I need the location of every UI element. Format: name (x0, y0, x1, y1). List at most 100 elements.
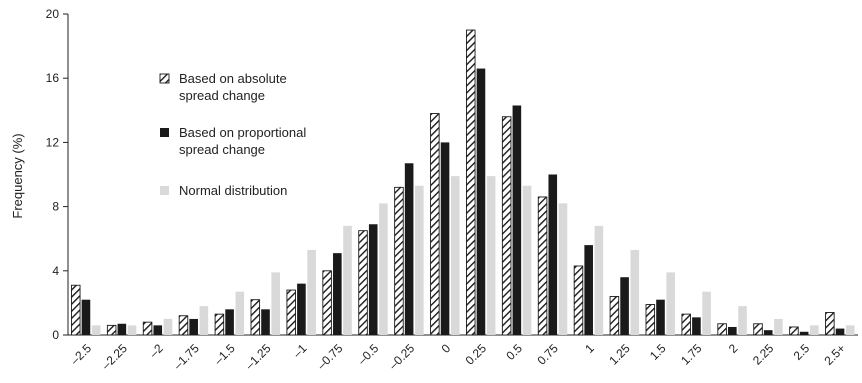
x-tick-label: 1 (582, 341, 597, 356)
bar-absolute (753, 323, 763, 336)
bar-proportional (261, 309, 270, 335)
bar-normal (738, 306, 747, 335)
legend-label: Based on absolute spread change (179, 71, 287, 103)
bar-proportional (728, 326, 737, 335)
x-tick-label: 0.25 (463, 341, 490, 368)
x-tick-label: 0.5 (503, 341, 525, 363)
bar-proportional (153, 325, 163, 335)
bar-normal (558, 203, 568, 335)
bar-normal (845, 325, 855, 335)
bar-absolute (106, 324, 117, 336)
x-tick-label: 2.5+ (822, 341, 849, 368)
bar-absolute (178, 315, 189, 336)
bar-absolute (537, 196, 548, 336)
bar-normal (522, 185, 532, 335)
bar-proportional (835, 328, 845, 335)
y-tick-label: 16 (46, 71, 60, 85)
x-tick-label: –1 (290, 341, 310, 361)
x-tick-label: –1.25 (242, 341, 273, 372)
bar-proportional (799, 331, 809, 335)
legend-label: Based on proportional spread change (179, 125, 306, 157)
bar-normal (307, 249, 316, 335)
legend-swatch (159, 73, 170, 84)
y-tick-label: 20 (46, 7, 60, 21)
bar-absolute (142, 321, 153, 336)
bar-proportional (81, 299, 91, 335)
bar-absolute (717, 323, 727, 336)
bar-normal (343, 225, 352, 335)
bar-normal (450, 176, 460, 335)
bar-absolute (322, 270, 332, 336)
x-tick-label: 1.25 (606, 341, 633, 368)
x-tick-label: –0.25 (386, 341, 417, 372)
bar-proportional (620, 277, 629, 335)
bar-normal (594, 225, 604, 335)
legend-label: Normal distribution (179, 183, 287, 198)
bar-proportional (584, 245, 593, 335)
bar-absolute (609, 296, 620, 336)
x-tick-label: –0.75 (314, 341, 345, 372)
bar-proportional (692, 317, 701, 335)
x-tick-label: –2.25 (99, 341, 130, 372)
x-tick-label: 0 (439, 341, 454, 356)
bar-proportional (404, 163, 414, 335)
bars (71, 29, 855, 336)
x-tick-label: –2.5 (68, 341, 95, 368)
bar-absolute (71, 284, 81, 336)
bar-absolute (825, 312, 835, 336)
y-axis-title: Frequency (%) (10, 133, 25, 218)
x-tick-label: 1.75 (678, 341, 705, 368)
bar-absolute (501, 116, 512, 336)
bar-normal (486, 176, 496, 335)
x-tick-label: –1.5 (211, 341, 238, 368)
bar-normal (774, 318, 783, 335)
bar-absolute (681, 313, 691, 336)
bar-proportional (476, 68, 486, 335)
bar-proportional (512, 105, 522, 335)
y-tick-label: 12 (46, 135, 60, 149)
bar-proportional (189, 318, 198, 335)
bar-proportional (548, 174, 558, 335)
bar-absolute (286, 289, 296, 336)
bar-proportional (297, 283, 306, 335)
legend: Based on absolute spread change Based on p… (159, 71, 306, 198)
bar-proportional (656, 299, 665, 335)
bar-normal (199, 306, 209, 335)
bar-proportional (368, 224, 378, 335)
x-tick-label: 0.75 (534, 341, 561, 368)
bar-normal (630, 249, 640, 335)
bar-proportional (333, 253, 342, 335)
bar-absolute (214, 313, 225, 336)
bar-proportional (440, 142, 450, 335)
bar-normal (415, 185, 424, 335)
bar-proportional (117, 323, 127, 335)
y-tick-label: 0 (52, 328, 59, 342)
bar-proportional (225, 309, 234, 335)
x-tick-label: 2.5 (791, 341, 813, 363)
bar-normal (379, 203, 388, 335)
bar-absolute (430, 113, 440, 336)
bar-absolute (394, 186, 404, 336)
x-tick-label: –2 (147, 341, 167, 361)
x-tick-label: 1.5 (647, 341, 669, 363)
x-tick-label: –0.5 (355, 341, 382, 368)
bar-absolute (358, 230, 368, 336)
bar-normal (702, 291, 711, 335)
bar-normal (810, 325, 819, 335)
legend-swatch (160, 186, 169, 195)
bar-absolute (645, 304, 656, 336)
y-tick-label: 4 (52, 264, 59, 278)
bar-absolute (573, 265, 584, 336)
x-tick-label: 2 (726, 341, 741, 356)
bar-normal (666, 272, 675, 335)
bar-normal (235, 291, 245, 335)
x-tick-label: –1.75 (171, 341, 202, 372)
bar-normal (91, 325, 101, 335)
bar-proportional (763, 330, 773, 335)
bar-absolute (466, 29, 476, 336)
legend-swatch (160, 128, 169, 137)
bar-absolute (250, 299, 261, 336)
y-tick-label: 8 (52, 200, 59, 214)
